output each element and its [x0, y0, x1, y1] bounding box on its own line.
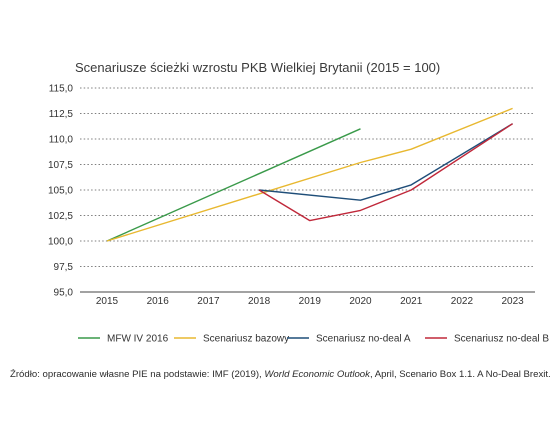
x-axis-ticks: 2015 2016 2017 2018 2019 2020 2021 2022 2023: [96, 296, 524, 307]
source-prefix: Źródło: opracowanie własne PIE na podsta…: [10, 369, 265, 380]
legend: MFW IV 2016 Scenariusz bazowy Scenariusz n…: [78, 334, 549, 345]
legend-label: Scenariusz no-deal A: [316, 334, 411, 345]
y-tick-label: 102,5: [48, 211, 73, 222]
source-suffix: , April, Scenario Box 1.1. A No-Deal Bre…: [369, 369, 550, 380]
x-tick-label: 2023: [501, 296, 524, 307]
legend-label: MFW IV 2016: [107, 334, 169, 345]
y-tick-label: 112,5: [49, 109, 74, 120]
x-tick-label: 2020: [349, 296, 372, 307]
gridlines: [80, 87, 535, 293]
series-line-scenariusz-bazowy: [106, 107, 513, 242]
y-tick-label: 100,0: [48, 237, 73, 248]
source-note: Źródło: opracowanie własne PIE na podsta…: [10, 369, 550, 380]
legend-label: Scenariusz no-deal B: [454, 334, 549, 345]
y-axis-ticks: 95,0 97,5 100,0 102,5 105,0 107,5 110,0 112,5 11…: [48, 84, 73, 299]
x-tick-label: 2018: [248, 296, 271, 307]
x-tick-label: 2017: [197, 296, 220, 307]
series-line-scenariusz-no-deal-b: [258, 123, 513, 222]
source-publication: World Economic Outlook: [264, 369, 370, 380]
y-tick-label: 95,0: [54, 288, 74, 299]
y-tick-label: 97,5: [54, 262, 74, 273]
legend-label: Scenariusz bazowy: [203, 334, 289, 345]
y-tick-label: 107,5: [48, 160, 73, 171]
x-tick-label: 2021: [400, 296, 423, 307]
x-tick-label: 2022: [451, 296, 474, 307]
chart: Scenariusze ścieżki wzrostu PKB Wielkiej…: [48, 60, 549, 345]
series-lines: [106, 107, 513, 242]
x-tick-label: 2016: [147, 296, 170, 307]
series-line-mfw-iv-2016: [106, 128, 361, 242]
y-tick-label: 115,0: [49, 84, 74, 95]
series-line-scenariusz-no-deal-a: [259, 123, 513, 201]
x-tick-label: 2015: [96, 296, 119, 307]
chart-title: Scenariusze ścieżki wzrostu PKB Wielkiej…: [75, 60, 440, 75]
y-tick-label: 110,0: [49, 135, 74, 146]
x-tick-label: 2019: [299, 296, 322, 307]
y-tick-label: 105,0: [48, 186, 73, 197]
